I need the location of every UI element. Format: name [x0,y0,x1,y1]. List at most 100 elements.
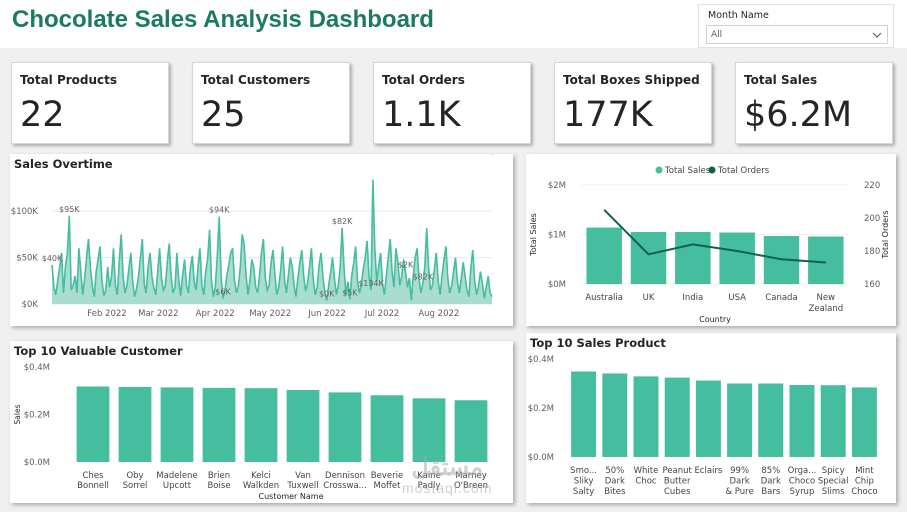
x-tick-label: Dennison Crosswa... [323,471,367,491]
chevron-down-icon[interactable] [871,29,883,41]
card-total-sales: Total Sales $6.2M [735,62,893,144]
y2-tick-label: 200 [864,214,880,224]
legend-label: Total Sales [664,166,711,176]
slicer-label: Month Name [708,10,769,21]
data-label: $82K [413,273,434,282]
product-bar [727,383,753,457]
country-bar [675,232,711,284]
y-tick-label: $2M [548,181,566,191]
customer-bar [202,387,236,462]
customer-bar [370,395,404,462]
month-dropdown[interactable]: All [706,25,888,44]
x-tick-label: Madelene Upcott [156,471,197,491]
product-bar [758,383,784,457]
product-bar [602,373,628,457]
country-bar [586,227,622,284]
x-tick-label: Jun 2022 [307,309,346,319]
x-tick-label: White Choc [634,466,659,487]
sales-area [52,179,492,304]
product-bar [695,380,721,457]
customer-bar [76,386,110,462]
data-label: $0K [319,289,335,298]
chart-title: Top 10 Valuable Customer [14,344,183,358]
product-bar [633,376,659,457]
top-products-chart: $0.0M $0.2M $0.4M Smo... Sliky Salty 50% Dark Bi… [528,355,878,497]
customer-bar [412,398,446,462]
card-label: Total Orders [382,73,465,87]
legend-marker-sales [655,166,663,174]
card-total-orders: Total Orders 1.1K [373,62,531,144]
card-value: 1.1K [382,95,461,135]
x-tick-label: New Zealand [809,293,844,314]
y2-tick-label: 180 [864,247,880,257]
card-label: Total Customers [201,73,311,87]
y-tick-label: $0.2M [24,411,50,421]
x-tick-label: Apr 2022 [196,309,235,319]
x-tick-label: Van Tuxwell [286,471,318,491]
data-label: $6K [490,154,506,156]
country-bar [808,236,844,284]
y-tick-label: $0.2M [528,404,554,414]
top-products-panel: Top 10 Sales Product $0.0M $0.2M $0.4M Smo.… [526,333,896,503]
x-tick-label: Jul 2022 [364,309,400,319]
x-tick-label: Marney O'Breen [454,471,488,491]
x-tick-label: Kaine Padly [417,471,441,491]
x-tick-label: Ches Bonnell [77,471,109,491]
x-tick-label: Brien Boise [207,471,230,491]
slicer-selected-value: All [711,30,723,40]
product-bar [851,387,877,457]
top-customers-chart: $0.0M $0.2M $0.4M Ches Bonnell Oby Sorrel Madel… [13,363,488,501]
legend-marker-orders [708,166,716,174]
y-tick-label: $0.4M [528,355,554,365]
card-label: Total Products [20,73,118,87]
card-total-products: Total Products 22 [11,62,169,144]
x-tick-label: 50% Dark Bites [604,466,626,497]
legend-label: Total Orders [717,166,770,176]
y-tick-label: $0K [22,300,39,310]
x-tick-label: UK [643,293,655,303]
y-tick-label: $50K [16,254,38,264]
orders-line [603,209,826,264]
data-label: $40K [42,254,63,263]
x-axis-title: Country [699,315,731,324]
y-tick-label: $100K [11,207,39,217]
data-label: $6K [215,287,231,296]
product-bar [664,377,690,457]
customer-bar [160,387,194,462]
card-label: Total Boxes Shipped [563,73,700,87]
top-customers-panel: Top 10 Valuable Customer $0.0M $0.2M $0.4M… [10,341,513,503]
product-bar [789,384,815,457]
customer-bar [328,392,362,462]
country-combo-chart: $0M $1M $2M 160 180 200 220 Australia UK India USA… [529,166,890,324]
data-label: $5K [342,288,358,297]
y-tick-label: $0.0M [24,458,50,468]
country-bar [630,232,667,284]
customer-bar [286,390,320,462]
x-tick-label: Aug 2022 [418,309,459,319]
x-tick-label: Smo... Sliky Salty [570,466,597,497]
data-label: $82K [332,217,353,226]
card-label: Total Sales [744,73,818,87]
card-total-customers: Total Customers 25 [192,62,350,144]
x-tick-label: Mar 2022 [138,309,178,319]
y-tick-label: $0.0M [528,453,554,463]
card-value: 22 [20,95,65,135]
x-tick-label: 85% Dark Bars [761,466,781,497]
x-tick-label: Kelci Walkden [243,471,279,491]
x-tick-label: USA [728,293,746,303]
x-tick-label: Eclairs [694,466,722,476]
y2-tick-label: 160 [864,280,880,290]
country-combo-panel: $0M $1M $2M 160 180 200 220 Australia UK India USA… [526,154,896,326]
x-tick-label: Orga... Choco Syrup [788,466,817,497]
sales-overtime-panel: Sales Overtime $0K $50K $100K $95K $40K $94K $… [10,154,513,326]
data-label: $2K [398,261,414,270]
customer-bar [118,386,152,462]
chart-title: Top 10 Sales Product [530,336,666,350]
y-tick-label: $0.4M [24,363,50,373]
x-tick-label: Mint Chip Choco [851,466,877,497]
data-label: $94K [209,206,230,215]
card-value: 177K [563,95,653,135]
month-slicer[interactable]: Month Name All [698,4,894,48]
x-tick-label: Feb 2022 [87,309,126,319]
card-value: 25 [201,95,246,135]
